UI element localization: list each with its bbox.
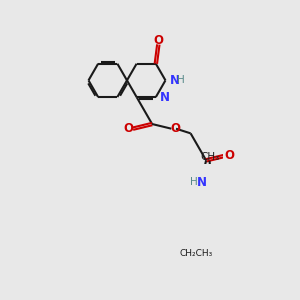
Text: N: N xyxy=(160,91,170,103)
Text: O: O xyxy=(171,122,181,135)
Text: CH₃: CH₃ xyxy=(200,152,219,162)
Text: N: N xyxy=(169,74,179,87)
Text: CH₂CH₃: CH₂CH₃ xyxy=(180,250,213,259)
Text: H: H xyxy=(177,75,184,85)
Text: O: O xyxy=(123,122,133,135)
Text: O: O xyxy=(225,148,235,162)
Text: N: N xyxy=(196,176,206,189)
Text: O: O xyxy=(153,34,163,46)
Text: H: H xyxy=(190,177,198,187)
